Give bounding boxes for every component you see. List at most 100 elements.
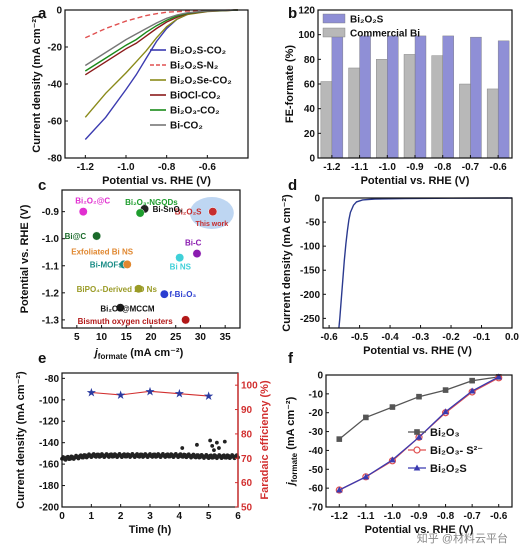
point-label-1: Bi₂O₂@C [75, 197, 110, 206]
marker-f-0-1 [363, 414, 369, 421]
panel-e-y-tick-label: -180 [39, 481, 59, 492]
panel-f-y-tick-label: -10 [309, 389, 324, 400]
panel-letter-e: e [38, 350, 46, 367]
marker-f-2-2 [389, 456, 396, 463]
panel-d-x-axis-label: Potential vs. RHE (V) [363, 345, 472, 357]
point-label-2: Bi-SnOₓ [153, 205, 183, 214]
panel-e-x-tick-label: 6 [235, 511, 241, 522]
legend-f-marker-0 [414, 429, 420, 435]
panel-d-x-tick-label: -0.5 [351, 332, 369, 343]
panel-f-x-tick-label: -1.0 [384, 511, 402, 522]
panel-e-x-axis-label: Time (h) [129, 524, 172, 536]
panel-e-y2-tick-label: 80 [241, 429, 253, 440]
bar-0-5 [470, 36, 482, 159]
panel-e-y2-tick-label: 90 [241, 405, 253, 416]
panel-e-y2-tick-label: 70 [241, 454, 253, 465]
panel-f-x-tick-label: -0.7 [464, 511, 482, 522]
panel-letter-c: c [38, 177, 46, 194]
panel-letter-b: b [288, 5, 297, 22]
fe-line [91, 390, 209, 397]
scatter-point-8 [122, 259, 132, 269]
scatter-point-12 [181, 315, 191, 325]
panel-f-x-tick-label: -1.2 [331, 511, 349, 522]
scatter-point-1 [78, 207, 88, 217]
panel-a-y-tick-label: -40 [48, 80, 63, 91]
panel-c-x-tick-label: 10 [96, 332, 108, 343]
panel-f-x-axis-label: Potential vs. RHE (V) [365, 524, 474, 536]
panel-b-y-tick-label: 60 [304, 80, 316, 91]
fe-star-3: ★ [174, 387, 185, 401]
point-label-9: BiPO₄-Derived 2D Ns [77, 285, 158, 294]
current-spike-point-3 [214, 440, 219, 445]
current-spike-point-1 [210, 443, 215, 448]
panel-f-x-tick-label: -0.8 [437, 511, 455, 522]
fe-star-0: ★ [86, 385, 97, 399]
scatter-point-3 [135, 208, 145, 218]
bar-1-2 [376, 59, 388, 159]
panel-c-x-tick-label: 15 [121, 332, 133, 343]
panel-e-y-axis-label: Current density (mA cm⁻²) [15, 371, 27, 509]
panel-c-x-tick-label: 30 [195, 332, 207, 343]
panel-c-x-tick-label: 5 [74, 332, 80, 343]
point-label-10: f-Bi₂O₃ [169, 290, 196, 299]
panel-d-y-tick-label: -50 [306, 218, 321, 229]
panel-b-y-axis-label: FE-formate (%) [284, 45, 296, 124]
fe-star-2: ★ [145, 384, 156, 398]
panel-f-y-tick-label: -20 [309, 408, 324, 419]
point-label-7: Bi-MOFs [90, 260, 123, 269]
panel-a-x-axis-label: Potential vs. RHE (V) [102, 175, 211, 187]
watermark-text: 知乎 @材料云平台 [417, 531, 508, 545]
panel-a-y-axis-label: Current density (mA cm⁻²) [31, 15, 43, 153]
point-label-12: Bismuth oxygen clusters [78, 317, 174, 326]
panel-e-y-tick-label: -80 [45, 374, 60, 385]
panel-a-x-tick-label: -1.2 [77, 162, 95, 173]
panel-f-y-tick-label: -70 [309, 503, 324, 514]
marker-f-2-6 [495, 373, 503, 380]
marker-f-0-3 [416, 393, 422, 400]
current-spike-point-4 [217, 446, 221, 450]
panel-d-x-tick-label: -0.2 [442, 332, 460, 343]
bar-1-3 [403, 54, 416, 159]
legend-entry-b-0: Bi₂O₂S [350, 15, 384, 26]
current-spike-point-7 [222, 439, 227, 444]
scatter-point-5 [192, 249, 202, 259]
panel-d-x-tick-label: -0.4 [381, 332, 399, 343]
panel-e-y2-tick-label: 100 [241, 381, 258, 392]
panel-e-y-tick-label: -160 [39, 460, 59, 471]
series-line-5 [84, 9, 238, 67]
panel-c-y-tick-label: -0.9 [42, 207, 60, 218]
panel-c-y-axis-label: Potential vs. RHE (V) [19, 204, 31, 313]
panel-c-x-tick-label: 25 [170, 332, 182, 343]
scatter-point-4 [92, 231, 102, 241]
panel-a-y-tick-label: -60 [48, 117, 63, 128]
panel-e-x-tick-label: 5 [206, 511, 212, 522]
marker-f-0-0 [336, 436, 343, 442]
panel-c-y-tick-label: -1.1 [42, 261, 60, 272]
marker-f-2-3 [415, 433, 423, 440]
scatter-point-11 [115, 303, 125, 313]
panel-b-x-tick-label: -0.7 [462, 162, 480, 173]
panel-b-x-tick-label: -1.2 [323, 162, 341, 173]
panel-letter-f: f [288, 350, 294, 367]
bar-1-1 [348, 67, 360, 159]
legend-swatch-b-1 [322, 27, 346, 38]
bar-0-3 [414, 35, 427, 159]
panel-e-y-tick-label: -200 [39, 503, 59, 514]
panel-b-x-tick-label: -1.0 [379, 162, 397, 173]
legend-f-entry-1: Bi₂O₃- S²⁻ [430, 445, 483, 457]
panel-e-x-tick-label: 4 [177, 511, 183, 522]
panel-d-y-tick-label: -150 [300, 266, 320, 277]
bar-1-0 [320, 81, 333, 159]
legend-entry-4: Bi₂O₃-CO₂ [170, 106, 220, 117]
panel-b-y-tick-label: 100 [298, 30, 315, 41]
panel-e-y2-tick-label: 60 [241, 478, 253, 489]
panel-f-y-tick-label: -50 [309, 465, 324, 476]
panel-f-y-tick-label: -30 [309, 427, 324, 438]
point-label-5: Bi-C [185, 239, 202, 248]
panel-d-x-tick-label: -0.6 [320, 332, 338, 343]
panel-f-y-tick-label: -60 [309, 484, 324, 495]
panel-e-x-tick-label: 1 [89, 511, 95, 522]
bar-1-6 [486, 88, 499, 159]
marker-f-0-4 [442, 387, 449, 393]
current-spike-point-6 [195, 442, 199, 447]
